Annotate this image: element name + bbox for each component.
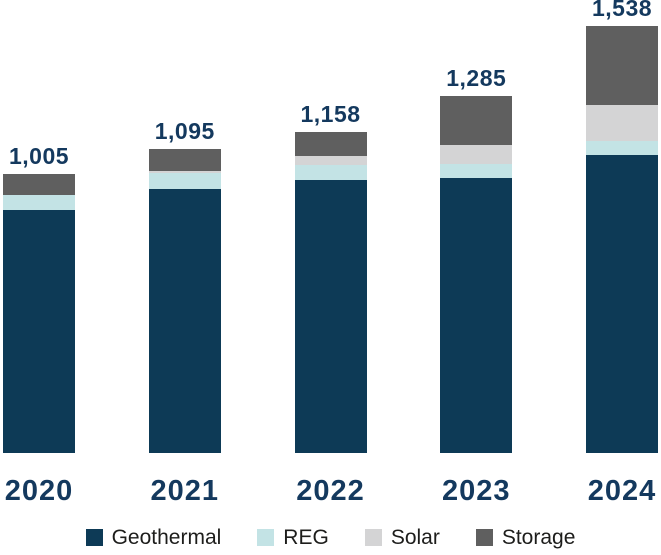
plot-area: 1,005 1,095 1,158 1,285 1,538 [0,0,661,453]
legend-label: Geothermal [111,526,222,549]
segment-storage-2021 [148,149,221,172]
bar-2024: 1,538 [586,0,658,453]
bar-total-label: 1,285 [446,65,507,92]
legend-item-storage: Storage [475,526,576,549]
legend-swatch-icon [475,529,493,546]
bar-2022: 1,158 [294,102,367,453]
segment-geothermal-2022 [294,179,367,453]
segment-storage-2020 [3,174,75,195]
legend-swatch-icon [257,529,275,546]
x-axis: 2020 2021 2022 2023 2024 [0,477,661,506]
x-axis-label-2021: 2021 [150,475,219,507]
segment-storage-2024 [586,26,658,105]
bar-total-label: 1,095 [154,118,215,145]
bar-2020: 1,005 [3,145,75,453]
segment-geothermal-2024 [586,154,658,453]
segment-solar-2021 [148,171,221,173]
segment-solar-2024 [586,104,658,141]
legend-item-geothermal: Geothermal [85,526,222,549]
segment-storage-2023 [440,96,513,145]
segment-geothermal-2023 [440,178,513,453]
segment-storage-2022 [294,131,367,156]
segment-geothermal-2020 [3,210,75,453]
bar-2021: 1,095 [148,120,221,453]
x-axis-label-2020: 2020 [4,475,74,507]
legend-label: Solar [390,526,440,549]
segment-reg-2022 [294,164,367,180]
segment-reg-2020 [3,194,75,211]
bar-2023: 1,285 [440,67,513,453]
bar-total-label: 1,005 [8,143,70,170]
segment-reg-2023 [440,164,513,179]
segment-reg-2021 [148,172,221,190]
legend-label: Storage [501,526,576,549]
x-axis-label-2024: 2024 [587,475,657,507]
segment-solar-2022 [294,155,367,165]
bar-total-label: 1,158 [300,100,361,127]
legend-label: REG [283,526,329,549]
x-axis-label-2022: 2022 [296,475,365,507]
legend-item-solar: Solar [364,526,440,549]
x-axis-label-2023: 2023 [441,475,511,507]
segment-geothermal-2021 [148,189,221,453]
legend-swatch-icon [85,529,103,546]
segment-solar-2023 [440,144,513,165]
legend-swatch-icon [364,529,382,546]
segment-reg-2024 [586,140,658,155]
bar-total-label: 1,538 [591,0,653,22]
legend: Geothermal REG Solar Storage [0,527,661,548]
legend-item-reg: REG [257,527,329,548]
